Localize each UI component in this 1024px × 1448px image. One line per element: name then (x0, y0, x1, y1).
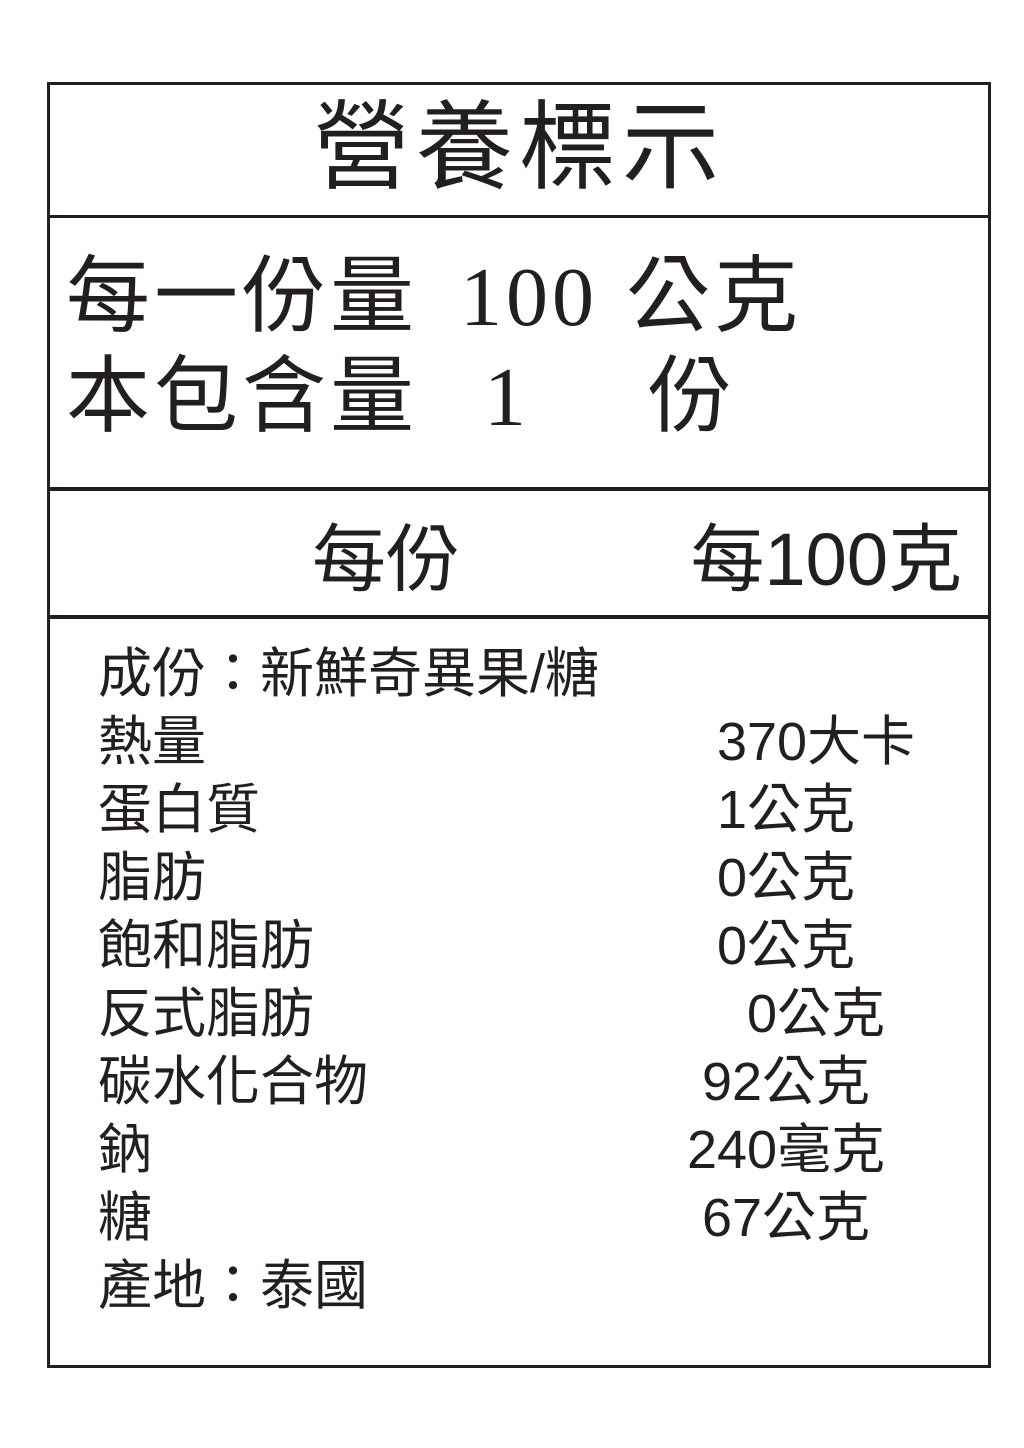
serving-size-label: 每一份量 (66, 251, 419, 344)
servings-per-package-label: 本包含量 (66, 351, 419, 444)
serving-size-value: 100 (460, 251, 599, 344)
nutrient-value: 370大卡 (716, 712, 916, 772)
nutrient-name: 飽和脂肪 (98, 916, 314, 976)
title-section: 營養標示 (50, 85, 988, 218)
nutrient-value: 1公克 (716, 780, 856, 840)
nutrient-name: 碳水化合物 (98, 1052, 368, 1112)
serving-size-row: 每一份量 100 公克 (66, 248, 988, 348)
origin-value: 泰國 (260, 1256, 368, 1316)
servings-per-package-unit: 份 (648, 351, 737, 444)
origin-label: 產地： (98, 1256, 260, 1316)
nutrition-label: 營養標示 每一份量 100 公克 本包含量 1 份 每份 每100克 成份：新鮮奇異果/… (47, 82, 991, 1368)
ingredients-value: 新鮮奇異果/糖 (260, 644, 600, 704)
serving-section: 每一份量 100 公克 本包含量 1 份 (50, 218, 988, 491)
ingredients-label: 成份： (98, 644, 260, 704)
nutrient-row-sugar: 糖 67公克 (98, 1184, 958, 1252)
nutrient-row-sodium: 鈉 240毫克 (98, 1116, 958, 1184)
ingredients-row: 成份：新鮮奇異果/糖 (98, 640, 958, 708)
nutrient-row-carbohydrate: 碳水化合物 92公克 (98, 1048, 958, 1116)
nutrient-name: 糖 (98, 1188, 152, 1248)
nutrient-row-saturated-fat: 飽和脂肪 0公克 (98, 912, 958, 980)
servings-per-package-value: 1 (484, 351, 531, 444)
servings-per-package-row: 本包含量 1 份 (66, 348, 988, 448)
serving-size-unit: 公克 (626, 251, 803, 344)
nutrient-name: 蛋白質 (98, 780, 260, 840)
nutrient-value: 0公克 (716, 848, 856, 908)
column-header-per-100g: 每100克 (690, 517, 962, 601)
nutrient-value: 0公克 (746, 984, 886, 1044)
label-title: 營養標示 (313, 95, 725, 202)
nutrient-value: 67公克 (701, 1188, 871, 1248)
nutrient-name: 反式脂肪 (98, 984, 314, 1044)
nutrient-value: 0公克 (716, 916, 856, 976)
nutrient-row-fat: 脂肪 0公克 (98, 844, 958, 912)
nutrient-value: 240毫克 (686, 1120, 886, 1180)
nutrient-name: 鈉 (98, 1120, 152, 1180)
nutrient-name: 脂肪 (98, 848, 206, 908)
nutrient-value: 92公克 (701, 1052, 871, 1112)
column-header-row: 每份 每100克 (50, 491, 988, 619)
nutrient-row-trans-fat: 反式脂肪 0公克 (98, 980, 958, 1048)
nutrient-row-calories: 熱量 370大卡 (98, 708, 958, 776)
column-header-per-serving: 每份 (312, 517, 460, 601)
origin-row: 產地：泰國 (98, 1252, 958, 1320)
nutrient-name: 熱量 (98, 712, 206, 772)
nutrient-row-protein: 蛋白質 1公克 (98, 776, 958, 844)
nutrient-table: 成份：新鮮奇異果/糖 熱量 370大卡 蛋白質 1公克 脂肪 0公克 飽和脂肪 … (50, 619, 988, 1320)
